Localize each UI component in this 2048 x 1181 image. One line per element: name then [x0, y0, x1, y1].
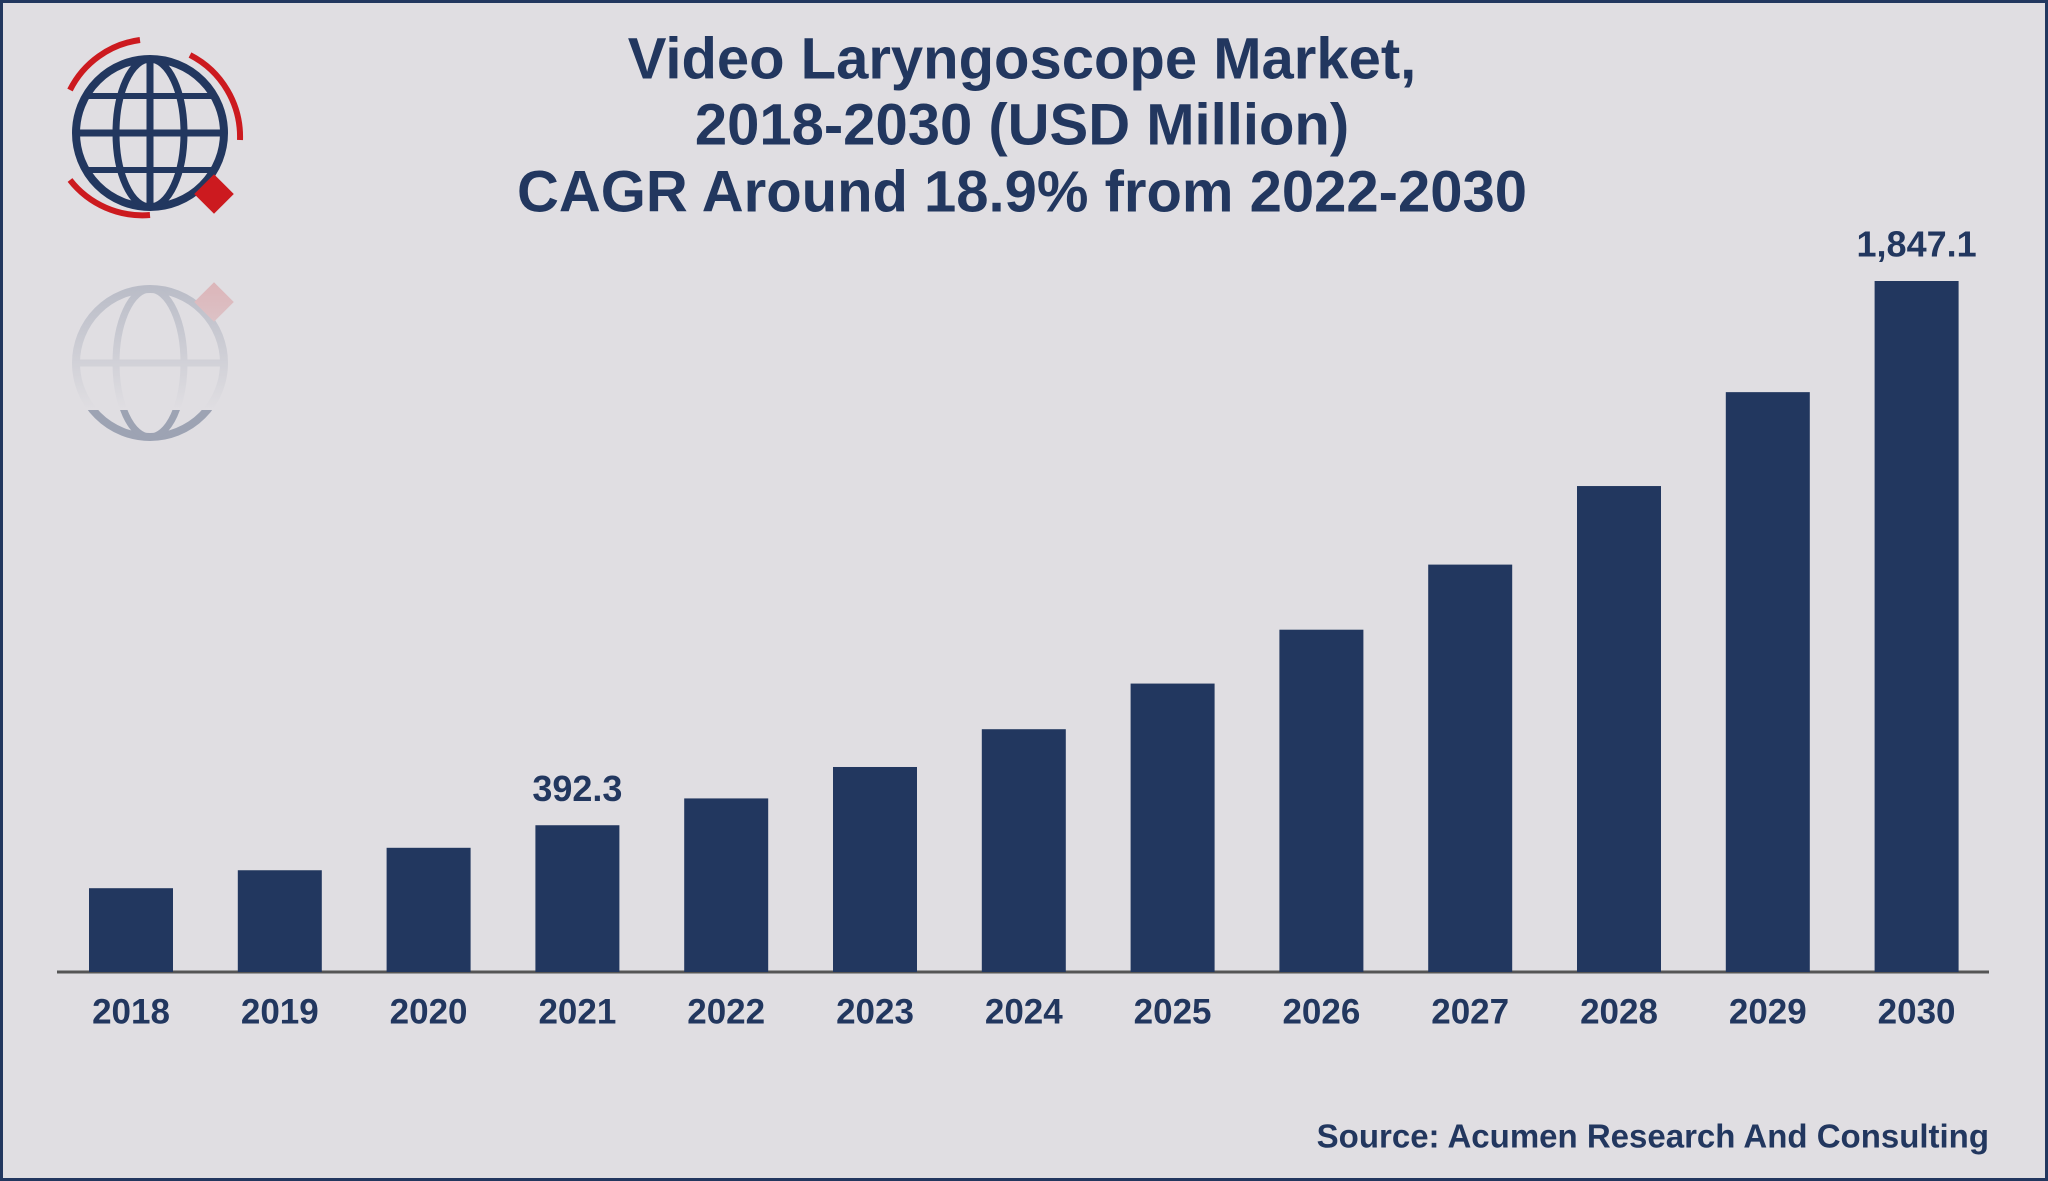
- bar: [1874, 281, 1959, 972]
- x-tick-label: 2026: [1282, 992, 1360, 1031]
- x-tick-label: 2029: [1729, 992, 1807, 1031]
- x-tick-label: 2025: [1134, 992, 1212, 1031]
- bar: [1725, 392, 1810, 972]
- x-tick-label: 2030: [1878, 992, 1956, 1031]
- bar: [386, 847, 471, 972]
- x-tick-label: 2027: [1431, 992, 1509, 1031]
- bar: [833, 766, 917, 972]
- chart-subtitle: CAGR Around 18.9% from 2022-2030: [517, 159, 1527, 224]
- chart-title: Video Laryngoscope Market,: [628, 26, 1417, 91]
- bar: [1130, 683, 1215, 972]
- x-tick-label: 2024: [985, 992, 1063, 1031]
- x-tick-label: 2022: [687, 992, 765, 1031]
- bar: [89, 888, 173, 972]
- data-label: 392.3: [532, 768, 622, 809]
- logo: [67, 37, 244, 219]
- bar: [1279, 629, 1364, 972]
- reflection-fade: [40, 260, 260, 410]
- bar: [1577, 486, 1661, 972]
- bar: [684, 798, 769, 972]
- source: Source: Acumen Research And Consulting: [1317, 1118, 1989, 1155]
- x-tick-label: 2023: [836, 992, 914, 1031]
- bar: [237, 870, 322, 972]
- x-tick-label: 2028: [1580, 992, 1658, 1031]
- x-tick-label: 2020: [390, 992, 468, 1031]
- data-label: 1,847.1: [1857, 224, 1977, 265]
- bar: [981, 729, 1066, 972]
- x-tick-label: 2018: [92, 992, 170, 1031]
- chart-title: 2018-2030 (USD Million): [695, 92, 1349, 157]
- x-tick-label: 2019: [241, 992, 319, 1031]
- x-tick-label: 2021: [538, 992, 616, 1031]
- bar: [535, 825, 620, 972]
- bar: [1428, 564, 1513, 972]
